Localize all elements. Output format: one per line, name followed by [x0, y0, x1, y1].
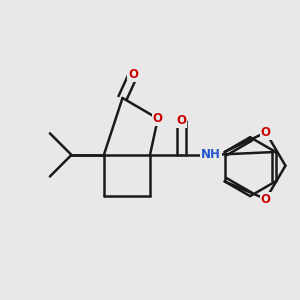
Text: O: O — [176, 114, 186, 127]
Text: O: O — [261, 126, 271, 139]
Text: NH: NH — [201, 148, 221, 161]
Text: O: O — [128, 68, 138, 81]
Text: O: O — [261, 193, 271, 206]
Text: O: O — [153, 112, 163, 125]
